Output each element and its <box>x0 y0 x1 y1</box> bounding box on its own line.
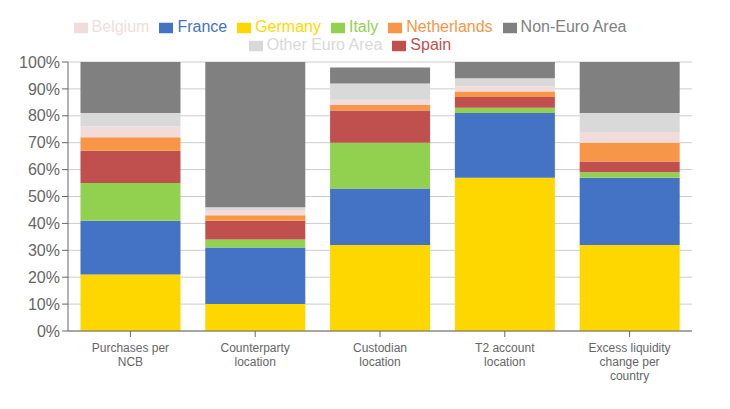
html-text:Belgium: Belgium <box>91 18 150 35</box>
svg-text:0%: 0% <box>37 323 60 340</box>
html-text:Italy: Italy <box>349 18 379 35</box>
svg-text:70%: 70% <box>28 134 60 151</box>
svg-text:50%: 50% <box>28 188 60 205</box>
html-text:Non-Euro Area: Non-Euro Area <box>520 18 627 35</box>
svg-text:Custodianlocation: Custodianlocation <box>353 341 407 369</box>
html-text:Spain: Spain <box>410 36 452 53</box>
html-text:France: France <box>177 18 228 35</box>
svg-text:60%: 60% <box>28 161 60 178</box>
svg-text:80%: 80% <box>28 107 60 124</box>
html-text:Netherlands: Netherlands <box>406 18 493 35</box>
svg-text:T2 accountlocation: T2 accountlocation <box>475 341 535 369</box>
svg-text:40%: 40% <box>28 215 60 232</box>
svg-text:20%: 20% <box>28 269 60 286</box>
svg-text:90%: 90% <box>28 81 60 98</box>
svg-text:10%: 10% <box>28 296 60 313</box>
svg-text:Excess liquiditychange percoun: Excess liquiditychange percountry <box>589 341 671 384</box>
svg-text:30%: 30% <box>28 242 60 259</box>
svg-text:Purchases perNCB: Purchases perNCB <box>92 341 169 369</box>
svg-text:Counterpartylocation: Counterpartylocation <box>221 341 290 369</box>
svg-text:100%: 100% <box>19 54 60 71</box>
html-text:Other Euro Area: Other Euro Area <box>266 36 383 53</box>
html-text:Germany: Germany <box>255 18 321 35</box>
